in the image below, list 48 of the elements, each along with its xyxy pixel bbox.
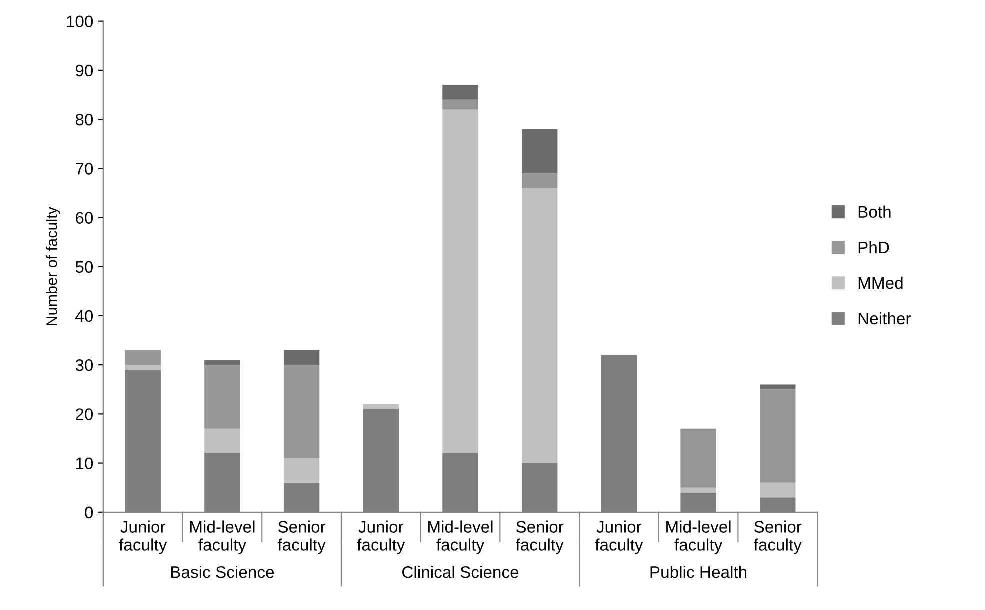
legend-label: Both [858, 206, 891, 218]
bar [680, 428, 716, 488]
text: Basic Science [171, 566, 274, 578]
bar [125, 365, 161, 370]
x-tick-label: Junior faculty [119, 520, 168, 554]
bar [204, 428, 240, 454]
bar [760, 482, 796, 498]
y-tick-label: 50 [76, 261, 94, 274]
legend-label: Neither [858, 312, 911, 325]
bar [522, 174, 558, 188]
y-tick-label: 10 [76, 458, 94, 470]
bar [125, 350, 161, 366]
bar [442, 110, 478, 454]
bar [442, 100, 478, 110]
legend-label: PhD [858, 241, 890, 254]
bar [284, 365, 320, 458]
y-tick-label: 100 [67, 16, 94, 28]
legend-label: MMed [858, 276, 903, 290]
x-tick-label: Junior faculty [357, 520, 406, 554]
text: Clinical Science [402, 566, 519, 578]
y-axis-title: Number of faculty [46, 207, 60, 326]
bar [680, 488, 716, 493]
bar [284, 350, 320, 366]
y-tick-label: 80 [76, 114, 94, 126]
x-tick-label: Senior faculty [754, 520, 802, 554]
bar [284, 458, 320, 483]
bar [760, 384, 796, 390]
y-tick-label: 90 [76, 64, 94, 77]
y-tick-label: 70 [76, 163, 94, 175]
text: Public Health [650, 566, 747, 578]
y-tick-label: 60 [76, 212, 94, 224]
x-tick-label: Mid-level faculty [190, 520, 255, 554]
bar [204, 365, 240, 429]
bar [522, 188, 558, 464]
x-tick-label: Senior faculty [278, 520, 326, 554]
y-tick-label: 0 [85, 506, 94, 519]
bar [442, 85, 478, 100]
bar [204, 360, 240, 366]
x-tick-label: Mid-level faculty [428, 520, 493, 554]
x-tick-label: Mid-level faculty [666, 520, 731, 554]
y-tick-label: 30 [76, 359, 94, 372]
bar [522, 129, 558, 174]
bar [760, 390, 796, 483]
x-tick-label: Junior faculty [595, 520, 644, 554]
y-tick-label: 40 [76, 310, 94, 322]
bar [363, 404, 399, 410]
y-tick-label: 20 [76, 408, 94, 420]
x-tick-label: Senior faculty [516, 520, 564, 554]
